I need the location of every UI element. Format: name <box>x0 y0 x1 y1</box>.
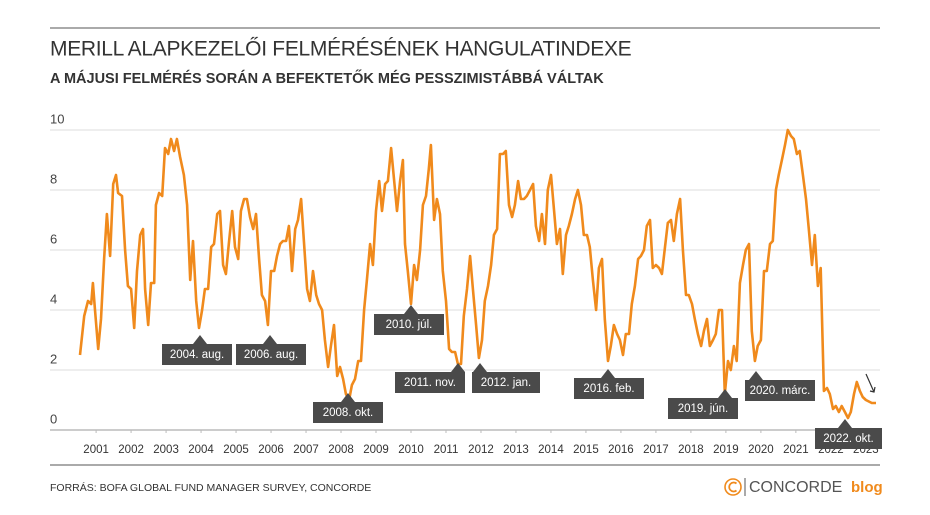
source: FORRÁS: BOFA GLOBAL FUND MANAGER SURVEY,… <box>50 481 371 494</box>
callout-label: 2020. márc. <box>750 385 811 397</box>
x-tick-label: 2003 <box>153 444 179 456</box>
x-tick-label: 2015 <box>573 444 599 456</box>
logo-name: CONCORDE <box>749 479 842 496</box>
callout: 2022. okt. <box>815 419 882 449</box>
x-tick-label: 2021 <box>783 444 809 456</box>
logo-suffix: blog <box>851 479 883 496</box>
x-tick-label: 2016 <box>608 444 634 456</box>
x-tick-label: 2019 <box>713 444 739 456</box>
callout: 2012. jan. <box>472 363 540 393</box>
callout: 2010. júl. <box>374 305 444 335</box>
callout: 2016. feb. <box>574 369 644 399</box>
x-tick-label: 2007 <box>293 444 319 456</box>
logo: CONCORDE blog <box>724 478 883 496</box>
callout-box <box>574 378 644 399</box>
callout-box <box>395 372 465 393</box>
logo-circle <box>724 478 742 496</box>
callout-pointer <box>718 389 732 398</box>
callout-box <box>815 428 882 449</box>
callout-box <box>162 344 232 365</box>
callout: 2006. aug. <box>236 335 306 365</box>
callout-label: 2019. jún. <box>678 403 729 415</box>
y-tick-label: 0 <box>50 411 57 426</box>
y-tick-label: 10 <box>50 111 64 126</box>
x-tick-label: 2008 <box>328 444 354 456</box>
callout-pointer <box>601 369 615 378</box>
callout-box <box>313 402 383 423</box>
x-tick-label: 2012 <box>468 444 494 456</box>
callout-pointer <box>838 419 852 428</box>
x-tick-label: 2002 <box>118 444 144 456</box>
callout-pointer <box>451 363 465 372</box>
callout: 2011. nov. <box>395 363 465 393</box>
y-tick-label: 4 <box>50 291 57 306</box>
trend-arrow <box>865 373 876 393</box>
callout-box <box>745 380 815 401</box>
callout: 2004. aug. <box>162 335 232 365</box>
callout-box <box>668 398 738 419</box>
callout: 2020. márc. <box>745 371 815 401</box>
x-tick-label: 2017 <box>643 444 669 456</box>
callout-pointer <box>404 305 418 314</box>
x-tick-label: 2013 <box>503 444 529 456</box>
callout-label: 2008. okt. <box>323 407 374 419</box>
x-tick-label: 2010 <box>398 444 424 456</box>
x-tick-label: 2018 <box>678 444 704 456</box>
chart-subtitle: A MÁJUSI FELMÉRÉS SORÁN A BEFEKTETŐK MÉG… <box>50 69 604 87</box>
y-tick-label: 8 <box>50 171 57 186</box>
chart-title: MERILL ALAPKEZELŐI FELMÉRÉSÉNEK HANGULAT… <box>50 38 632 61</box>
callout-pointer <box>749 371 763 380</box>
callout-pointer <box>193 335 207 344</box>
callout-label: 2012. jan. <box>481 377 532 389</box>
callout-box <box>236 344 306 365</box>
callout-box <box>472 372 540 393</box>
x-tick-label: 2001 <box>83 444 109 456</box>
y-tick-label: 6 <box>50 231 57 246</box>
callout: 2019. jún. <box>668 389 738 419</box>
y-tick-label: 2 <box>50 351 57 366</box>
x-tick-label: 2011 <box>434 444 459 456</box>
callout: 2008. okt. <box>313 393 383 423</box>
callout-pointer <box>473 363 487 372</box>
x-tick-label: 2009 <box>363 444 389 456</box>
x-tick-label: 2014 <box>538 444 564 456</box>
x-tick-label: 2006 <box>258 444 284 456</box>
callout-label: 2011. nov. <box>404 377 456 389</box>
logo-icon <box>728 481 738 493</box>
callout-pointer <box>263 335 277 344</box>
callout-box <box>374 314 444 335</box>
x-tick-label: 2020 <box>748 444 774 456</box>
callout-label: 2010. júl. <box>386 319 433 331</box>
callout-pointer <box>341 393 355 402</box>
callout-label: 2016. feb. <box>583 383 634 395</box>
line <box>78 128 876 420</box>
x-tick-label: 2005 <box>223 444 249 456</box>
x-tick-label: 2004 <box>188 444 214 456</box>
callout-label: 2022. okt. <box>823 433 874 445</box>
callout-label: 2006. aug. <box>244 349 298 361</box>
callout-label: 2004. aug. <box>170 349 224 361</box>
